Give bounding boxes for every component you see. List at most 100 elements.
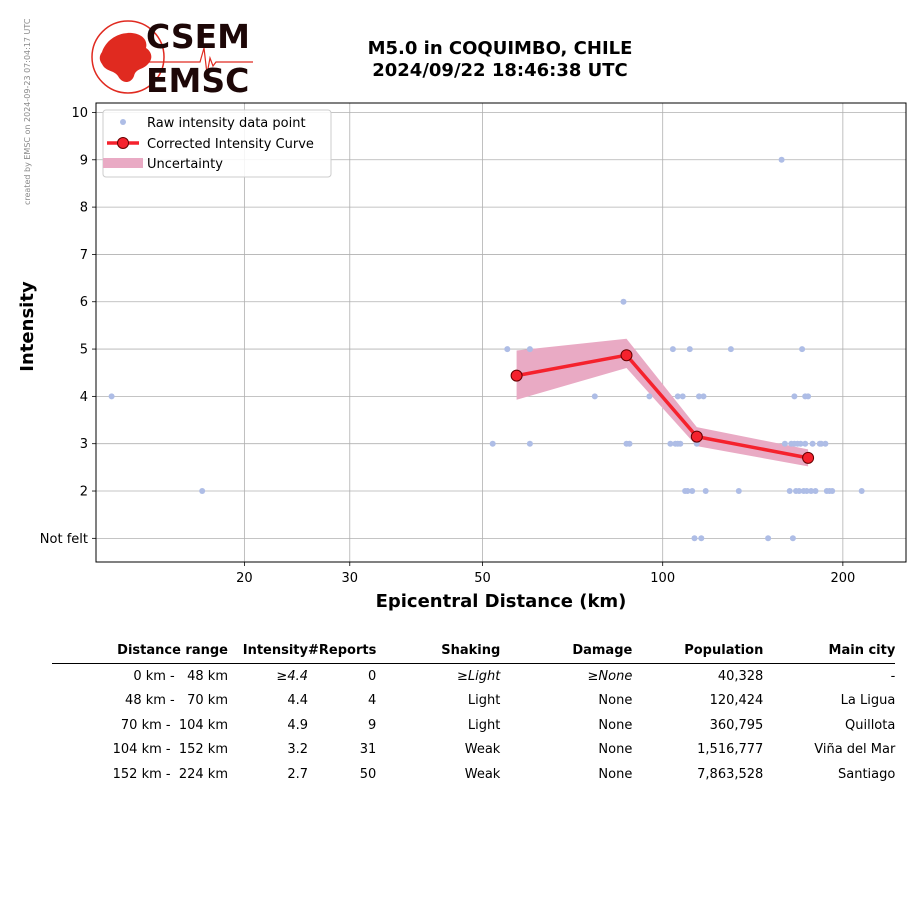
curve-marker: [802, 451, 815, 464]
x-tick-label: 50: [474, 571, 491, 586]
table-cell: 70 km - 104 km: [120, 717, 228, 733]
legend-box: [102, 109, 332, 178]
title-datetime: 2024/09/22 18:46:38 UTC: [372, 60, 628, 81]
table-cell: None: [598, 766, 633, 782]
raw-data-point: [789, 535, 796, 542]
raw-data-point: [802, 440, 809, 447]
y-tick-label: Not felt: [40, 532, 88, 547]
y-tick-label: 7: [80, 248, 88, 263]
raw-data-point: [808, 488, 815, 494]
raw-data-point: [822, 440, 829, 447]
raw-data-point: [803, 488, 810, 494]
curve-marker: [620, 349, 633, 362]
plot-frame: [95, 102, 907, 563]
raw-data-point: [667, 440, 674, 447]
table-cell: Light: [467, 693, 501, 709]
raw-data-point: [504, 346, 511, 353]
column-header: Distance range: [117, 643, 228, 658]
raw-data-point: [679, 393, 686, 400]
table-cell: 9: [368, 717, 377, 733]
table-cell: Weak: [464, 742, 501, 758]
raw-data-point: [799, 346, 806, 353]
raw-data-point: [691, 535, 698, 542]
raw-data-point: [698, 535, 705, 542]
column-header: #Reports: [308, 643, 377, 658]
table-cell: Quillota: [845, 717, 896, 733]
column-header: Damage: [572, 643, 633, 658]
y-tick-label: 6: [80, 295, 88, 310]
legend-label-raw: Raw intensity data point: [147, 116, 306, 131]
table-cell: Light: [467, 717, 501, 733]
table-cell: -: [890, 668, 896, 684]
table-row: 70 km - 104 km 4.9 9 Light None 360,795 Quillo…: [52, 713, 895, 738]
x-tick-label: 200: [830, 571, 855, 586]
raw-data-point: [669, 346, 676, 353]
table-cell: Viña del Mar: [814, 742, 896, 758]
raw-data-point: [781, 440, 788, 447]
table-cell: None: [598, 717, 633, 733]
curve-line: [516, 353, 809, 460]
y-tick-label: 3: [80, 437, 88, 452]
table-cell: La Ligua: [840, 693, 896, 709]
logo-continents: [99, 32, 152, 82]
raw-data-point: [735, 488, 742, 494]
raw-data-point: [626, 440, 633, 447]
raw-data-point: [809, 440, 816, 447]
emsc-logo: CSEM EMSC: [91, 18, 253, 98]
y-tick-label: 9: [80, 153, 88, 168]
legend: Raw intensity data point Corrected Intens…: [102, 109, 332, 178]
raw-data-point: [646, 393, 653, 400]
table-cell: 7,863,528: [697, 766, 764, 782]
table-cell: 2.7: [287, 766, 308, 782]
column-header: Intensity: [242, 643, 308, 658]
raw-data-point: [689, 488, 696, 494]
curve-marker: [510, 369, 523, 382]
raw-data-point: [108, 393, 115, 400]
raw-points: [108, 156, 865, 542]
table-cell: 0: [368, 668, 377, 684]
table-cell: 152 km - 224 km: [112, 766, 228, 782]
table-cell: None: [598, 693, 633, 709]
raw-data-point: [797, 440, 804, 447]
table-cell: None: [598, 742, 633, 758]
curve-marker: [690, 430, 703, 443]
intensity-chart: 20 30 50 100 200 Not felt 2 3 4 5 6 7 8 9 10 Epicentra…: [17, 102, 907, 612]
table-cell: 4.9: [287, 717, 308, 733]
table-cell: 50: [359, 766, 377, 782]
raw-data-point: [791, 393, 798, 400]
y-tick-label: 8: [80, 201, 88, 216]
raw-data-point: [700, 393, 707, 400]
uncertainty-area: [516, 338, 809, 467]
raw-data-point: [684, 488, 691, 494]
table-header: Distance range Intensity #Reports Shaking Da…: [52, 640, 896, 664]
logo-seismo-line: [148, 47, 253, 75]
y-tick-label: 4: [80, 390, 88, 405]
raw-data-point: [526, 346, 533, 353]
uncertainty-band: [516, 338, 809, 467]
raw-data-point: [818, 440, 825, 447]
legend-label-uncertainty: Uncertainty: [147, 157, 223, 172]
y-axis-label: Intensity: [17, 281, 38, 372]
raw-data-point: [677, 440, 684, 447]
raw-data-point: [829, 488, 836, 494]
table-cell: ≥4.4: [276, 668, 308, 684]
legend-uncertainty-swatch: [103, 158, 143, 168]
raw-data-point: [796, 488, 803, 494]
table-cell: 31: [359, 742, 377, 758]
table-row: 152 km - 224 km 2.7 50 Weak None 7,863,528 San…: [52, 762, 896, 787]
raw-data-point: [805, 393, 812, 400]
x-tick-label: 20: [236, 571, 253, 586]
logo-globe: [91, 20, 165, 94]
table-row: 104 km - 152 km 3.2 31 Weak None 1,516,777 Viñ…: [52, 738, 896, 763]
y-tick-label: 2: [80, 485, 88, 500]
chart-title: M5.0 in COQUIMBO, CHILE 2024/09/22 18:46…: [300, 38, 700, 82]
raw-data-point: [696, 393, 702, 400]
raw-data-point: [620, 298, 627, 305]
logo-text-bottom: EMSC: [146, 61, 249, 98]
intensity-summary-table: Distance range Intensity #Reports Shaking Da…: [52, 640, 896, 787]
x-tick-label: 100: [650, 571, 675, 586]
table-cell: 120,424: [709, 693, 764, 709]
raw-data-point: [526, 440, 533, 447]
legend-label-curve: Corrected Intensity Curve: [147, 137, 314, 152]
logo-text-top: CSEM: [146, 18, 250, 56]
